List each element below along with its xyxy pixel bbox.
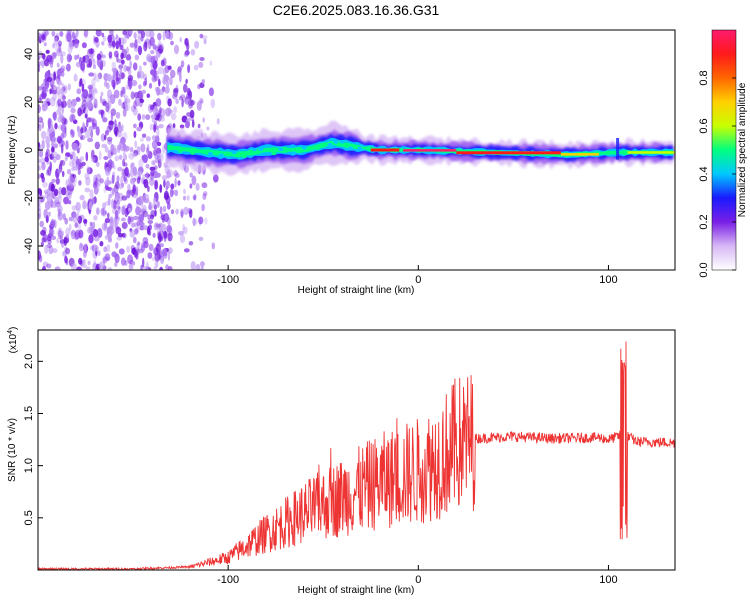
snr-y-tick-label: 1.0 [23,458,35,473]
colorbar-tick-label: 0.8 [698,70,710,85]
snr-y-ticks: 0.5 1.0 1.5 2.0 [23,354,43,525]
spectrogram-y-tick-label: -20 [23,190,35,206]
spectrogram-y-ticks: -40 -20 0 20 40 [23,48,43,254]
snr-x-axis-label: Height of straight line (km) [298,585,415,596]
snr-series-line [38,341,675,570]
spectrogram-y-tick-label: 20 [23,96,35,108]
figure-title: C2E6.2025.083.16.36.G31 [272,2,440,18]
snr-y-multiplier: (x104) [7,327,19,354]
colorbar: 0.0 0.2 0.4 0.6 0.8 Normalized spectral ampl… [698,29,748,278]
colorbar-ticks: 0.0 0.2 0.4 0.6 0.8 [698,70,736,278]
colorbar-gradient [711,29,737,271]
colorbar-tick-label: 0.4 [698,166,710,181]
snr-x-tick-label: -100 [217,574,239,586]
snr-y-tick-label: 1.5 [23,406,35,421]
snr-panel: -100 0 100 0.5 1.0 1.5 2.0 Height of straight… [7,327,676,596]
spectrogram-y-tick-label: -40 [23,238,35,254]
snr-frame [37,329,676,571]
spectrogram-noise-field [38,30,220,270]
spectrogram-x-tick-label: -100 [217,274,239,286]
snr-y-tick-label: 2.0 [23,354,35,369]
snr-x-tick-label: 100 [599,574,617,586]
spectrogram-y-tick-label: 0 [23,147,35,153]
spectrogram-panel: -100 0 100 -40 -20 0 20 40 Height of straight … [7,29,676,296]
colorbar-tick-label: 0.6 [698,118,710,133]
spectrogram-x-tick-label: 100 [599,274,617,286]
spectrogram-ridge [167,120,675,176]
snr-y-tick-label: 0.5 [23,510,35,525]
spectrogram-y-axis-label: Frequency (Hz) [7,116,18,185]
colorbar-tick-label: 0.2 [698,214,710,229]
snr-x-tick-label: 0 [415,574,421,586]
colorbar-tick-label: 0.0 [698,262,710,277]
colorbar-label: Normalized spectral amplitude [737,82,748,217]
spectrogram-x-ticks: -100 0 100 [217,265,618,286]
snr-y-axis-label: SNR (10 * v/v) [7,418,18,482]
snr-plot-area [38,330,675,570]
spectrogram-y-tick-label: 40 [23,48,35,60]
snr-x-ticks: -100 0 100 [217,565,618,586]
spectrogram-x-tick-label: 0 [415,274,421,286]
spectrogram-x-axis-label: Height of straight line (km) [298,285,415,296]
